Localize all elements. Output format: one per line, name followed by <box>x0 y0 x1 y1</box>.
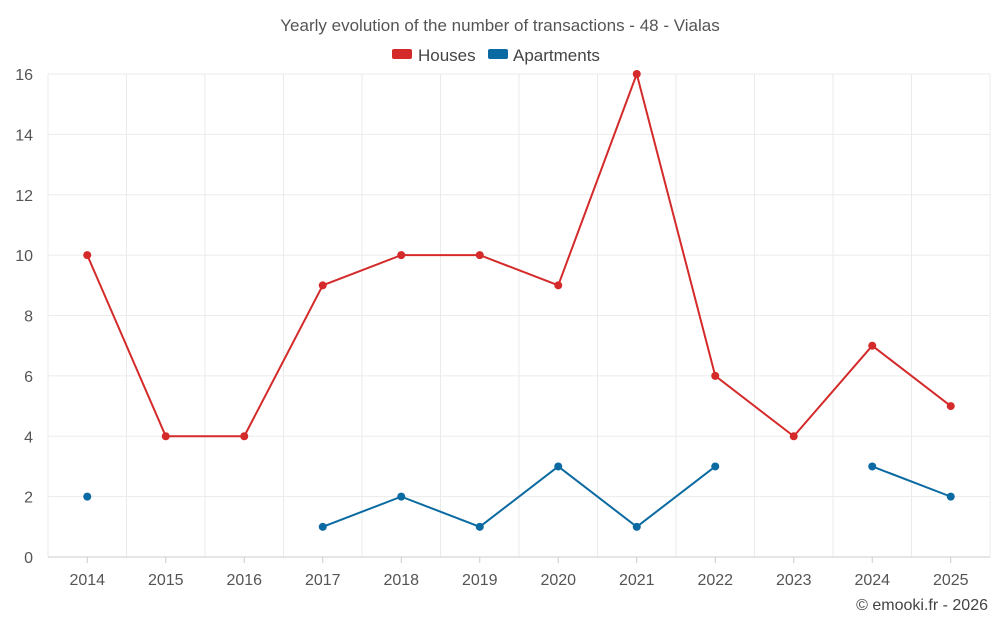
x-tick-label: 2015 <box>148 572 184 589</box>
legend-houses-swatch <box>392 49 412 59</box>
y-tick-label: 10 <box>15 248 33 265</box>
legend[interactable]: Houses Apartments <box>392 46 600 65</box>
y-tick-label: 2 <box>24 490 33 507</box>
data-point-houses[interactable] <box>868 341 877 350</box>
y-tick-label: 14 <box>15 127 33 144</box>
data-point-apartments[interactable] <box>632 522 641 531</box>
y-tick-label: 0 <box>24 550 33 567</box>
data-point-apartments[interactable] <box>475 522 484 531</box>
x-tick-label: 2022 <box>697 572 733 589</box>
data-point-apartments[interactable] <box>868 462 877 471</box>
data-point-houses[interactable] <box>83 251 92 260</box>
data-point-houses[interactable] <box>240 432 249 441</box>
x-tick-label: 2017 <box>305 572 341 589</box>
x-tick-label: 2019 <box>462 572 498 589</box>
x-tick-label: 2021 <box>619 572 655 589</box>
data-point-houses[interactable] <box>711 371 720 380</box>
y-tick-label: 6 <box>24 369 33 386</box>
x-tick-label: 2014 <box>69 572 105 589</box>
data-point-houses[interactable] <box>632 70 641 78</box>
data-point-apartments[interactable] <box>711 462 720 471</box>
legend-apartments-label[interactable]: Apartments <box>513 46 600 65</box>
series-line-apartments <box>871 465 952 498</box>
series-line-apartments <box>322 465 716 528</box>
axes: 0 2 4 6 8 10 12 14 16 2014 2015 2016 2017 2018 2019 202… <box>15 67 990 589</box>
data-point-houses[interactable] <box>161 432 170 441</box>
data-point-houses[interactable] <box>475 251 484 260</box>
series <box>83 70 955 531</box>
data-point-apartments[interactable] <box>397 492 406 501</box>
data-point-apartments[interactable] <box>318 522 327 531</box>
series-line-houses <box>86 73 952 438</box>
data-point-houses[interactable] <box>946 402 955 411</box>
x-tick-label: 2020 <box>540 572 576 589</box>
data-point-apartments[interactable] <box>946 492 955 501</box>
series-apartments <box>83 462 955 531</box>
data-point-houses[interactable] <box>554 281 563 290</box>
y-tick-label: 16 <box>15 67 33 84</box>
x-tick-label: 2025 <box>933 572 969 589</box>
data-point-apartments[interactable] <box>83 492 92 501</box>
data-point-houses[interactable] <box>789 432 798 441</box>
chart-title: Yearly evolution of the number of transa… <box>280 16 719 35</box>
data-point-houses[interactable] <box>318 281 327 290</box>
legend-houses-label[interactable]: Houses <box>418 46 476 65</box>
credit-text: © emooki.fr - 2026 <box>856 597 988 614</box>
x-tick-label: 2016 <box>226 572 262 589</box>
legend-apartments-swatch <box>488 49 508 59</box>
y-tick-label: 4 <box>24 429 33 446</box>
y-tick-label: 8 <box>24 309 33 326</box>
y-tick-label: 12 <box>15 188 33 205</box>
x-tick-label: 2023 <box>776 572 812 589</box>
data-point-apartments[interactable] <box>554 462 563 471</box>
series-houses <box>83 70 955 441</box>
grid <box>47 73 991 557</box>
data-point-houses[interactable] <box>397 251 406 260</box>
x-tick-label: 2024 <box>854 572 890 589</box>
x-tick-label: 2018 <box>383 572 419 589</box>
